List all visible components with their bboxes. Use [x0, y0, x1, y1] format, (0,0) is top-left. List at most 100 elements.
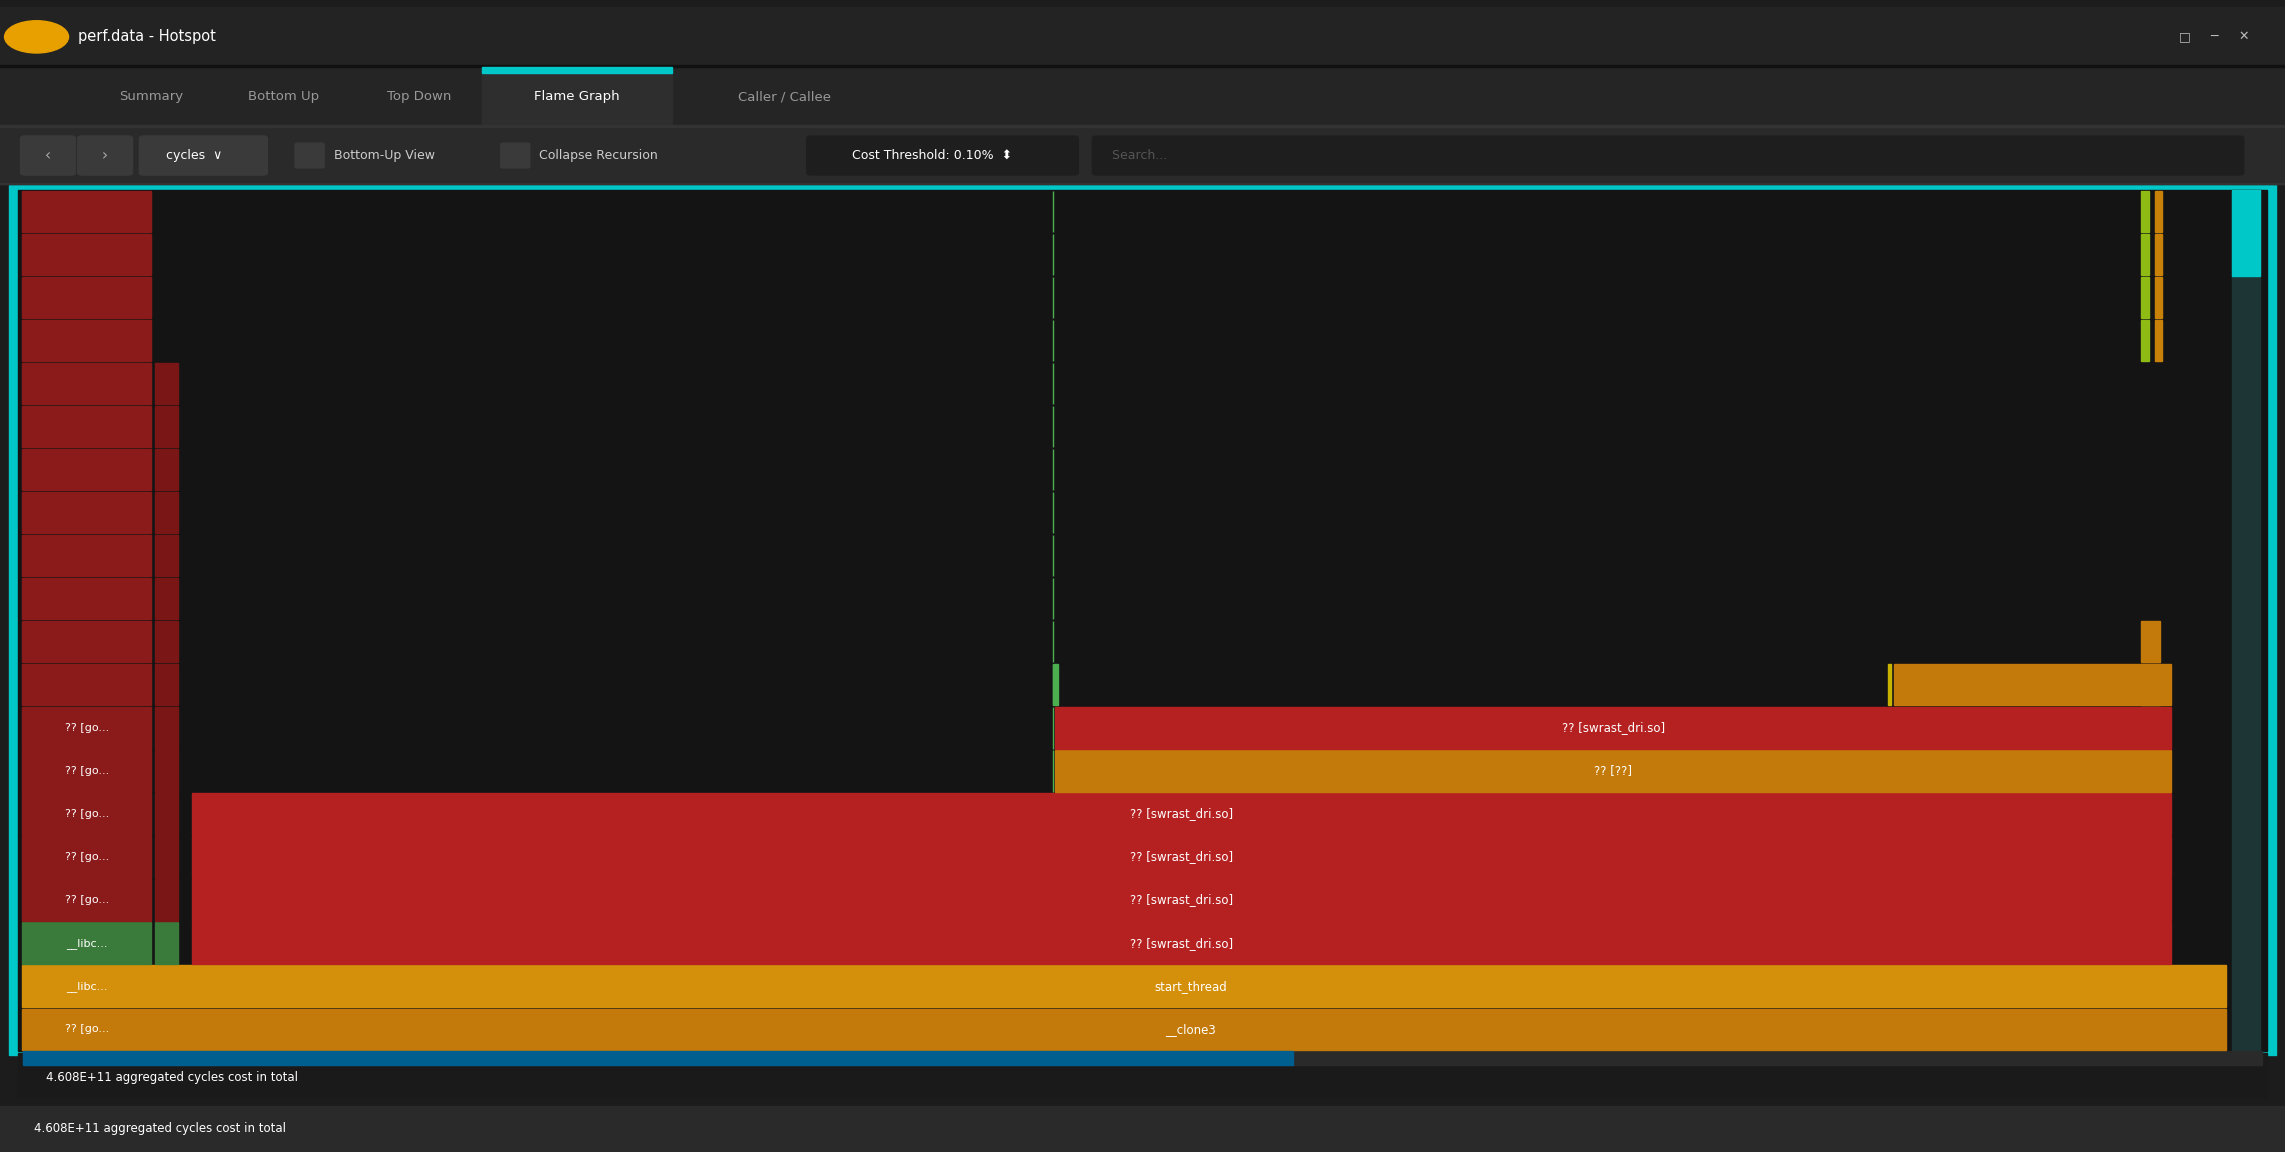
Bar	[1894, 665, 2171, 705]
FancyBboxPatch shape	[500, 143, 530, 168]
Bar	[2155, 191, 2162, 233]
Bar	[18, 190, 2267, 1051]
Bar	[2155, 320, 2162, 362]
Text: ?? [swrast_dri.so]: ?? [swrast_dri.so]	[1131, 850, 1234, 864]
Text: 4.608E+11 aggregated cycles cost in total: 4.608E+11 aggregated cycles cost in tota…	[46, 1070, 297, 1084]
Bar	[155, 794, 178, 834]
Text: start_thread: start_thread	[1154, 979, 1227, 993]
Bar	[18, 1053, 2267, 1097]
Bar	[155, 665, 178, 705]
Bar	[155, 536, 178, 576]
Text: __libc...: __libc...	[66, 980, 107, 992]
Bar	[23, 1052, 2262, 1066]
FancyBboxPatch shape	[78, 136, 133, 175]
Text: ?? [go...: ?? [go...	[64, 809, 110, 819]
Bar	[23, 449, 151, 491]
Bar	[0, 183, 2285, 184]
Bar	[155, 578, 178, 620]
Text: Cost Threshold: 0.10%  ⬍: Cost Threshold: 0.10% ⬍	[852, 149, 1012, 162]
Bar	[155, 836, 178, 878]
Bar	[155, 492, 178, 533]
Bar	[2155, 276, 2162, 318]
Text: cycles  ∨: cycles ∨	[167, 149, 222, 162]
Text: ?? [go...: ?? [go...	[64, 1024, 110, 1034]
Text: ?? [??]: ?? [??]	[1595, 765, 1631, 778]
Bar	[23, 750, 151, 791]
Bar	[155, 407, 178, 447]
Bar	[9, 185, 2276, 1055]
Text: ?? [swrast_dri.so]: ?? [swrast_dri.so]	[1131, 808, 1234, 820]
Text: ‹: ‹	[46, 147, 50, 164]
Bar	[23, 965, 2226, 1007]
Bar	[23, 1008, 2226, 1049]
Bar	[2232, 190, 2260, 1051]
Bar	[0, 66, 2285, 67]
Bar	[23, 536, 151, 576]
Bar	[2141, 665, 2159, 705]
Bar	[155, 879, 178, 920]
Text: ?? [go...: ?? [go...	[64, 723, 110, 733]
Text: Summary: Summary	[119, 90, 183, 104]
Text: ?? [swrast_dri.so]: ?? [swrast_dri.so]	[1131, 937, 1234, 949]
Bar	[155, 923, 178, 963]
Bar	[23, 879, 151, 920]
Bar	[23, 492, 151, 533]
FancyBboxPatch shape	[295, 143, 324, 168]
Text: ?? [go...: ?? [go...	[64, 852, 110, 862]
Bar	[0, 127, 2285, 184]
Bar	[23, 707, 151, 749]
Text: Collapse Recursion: Collapse Recursion	[539, 149, 658, 162]
Bar	[2141, 191, 2148, 233]
Bar	[23, 621, 151, 662]
Text: perf.data - Hotspot: perf.data - Hotspot	[78, 29, 215, 45]
Text: ✕: ✕	[2239, 30, 2248, 44]
Bar	[23, 1052, 1293, 1066]
Bar	[1056, 750, 2171, 791]
Text: Caller / Callee: Caller / Callee	[738, 90, 832, 104]
Bar	[23, 320, 151, 362]
Bar	[192, 879, 2171, 920]
Bar	[155, 363, 178, 404]
Bar	[23, 836, 151, 878]
Text: □: □	[2178, 30, 2191, 44]
Bar	[0, 7, 2285, 67]
Text: Bottom-Up View: Bottom-Up View	[334, 149, 434, 162]
Bar	[1887, 665, 1890, 705]
Bar	[2141, 621, 2159, 662]
Text: ?? [swrast_dri.so]: ?? [swrast_dri.so]	[1131, 894, 1234, 907]
Bar	[1056, 707, 2171, 749]
Bar	[23, 578, 151, 620]
Bar	[482, 67, 672, 127]
Text: ─: ─	[2210, 30, 2219, 44]
Text: __clone3: __clone3	[1165, 1023, 1216, 1036]
Bar	[23, 234, 151, 275]
Text: Top Down: Top Down	[386, 90, 452, 104]
Text: Bottom Up: Bottom Up	[247, 90, 320, 104]
FancyBboxPatch shape	[139, 136, 267, 175]
Bar	[482, 67, 672, 73]
Bar	[2141, 276, 2148, 318]
Text: Search...: Search...	[1104, 149, 1168, 162]
Bar	[23, 276, 151, 318]
Bar	[2155, 234, 2162, 275]
Bar	[23, 191, 151, 233]
Text: ?? [swrast_dri.so]: ?? [swrast_dri.so]	[1561, 721, 1666, 735]
Bar	[23, 923, 151, 963]
Bar	[155, 449, 178, 491]
Bar	[192, 794, 2171, 834]
Bar	[2232, 190, 2260, 276]
Bar	[155, 621, 178, 662]
Bar	[2141, 320, 2148, 362]
Bar	[0, 1106, 2285, 1152]
Text: ›: ›	[103, 147, 107, 164]
Text: ?? [go...: ?? [go...	[64, 895, 110, 905]
Bar	[0, 67, 2285, 127]
FancyBboxPatch shape	[807, 136, 1079, 175]
Bar	[1053, 665, 1058, 705]
Bar	[23, 407, 151, 447]
Bar	[23, 794, 151, 834]
Text: __libc...: __libc...	[66, 938, 107, 948]
Bar	[23, 665, 151, 705]
Bar	[192, 836, 2171, 878]
FancyBboxPatch shape	[1092, 136, 2244, 175]
